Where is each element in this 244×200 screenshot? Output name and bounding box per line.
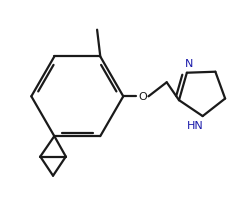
Text: HN: HN <box>187 120 203 130</box>
Text: N: N <box>185 59 193 69</box>
Text: O: O <box>138 92 147 102</box>
